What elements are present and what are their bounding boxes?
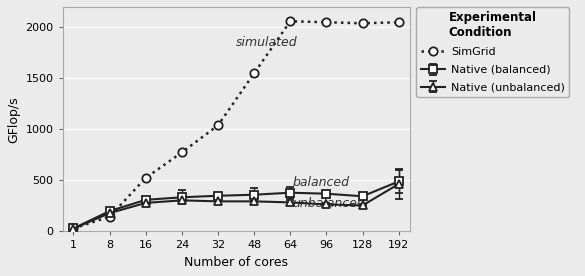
Y-axis label: GFlop/s: GFlop/s (7, 96, 20, 142)
SimGrid (178, 151, 185, 154)
SimGrid (287, 20, 294, 23)
Text: unbalanced: unbalanced (292, 198, 365, 211)
SimGrid (359, 22, 366, 25)
Legend: SimGrid, Native (balanced), Native (unbalanced): SimGrid, Native (balanced), Native (unba… (417, 7, 569, 97)
Line: SimGrid: SimGrid (70, 17, 403, 233)
Text: balanced: balanced (292, 176, 349, 189)
SimGrid (395, 21, 402, 24)
SimGrid (106, 215, 113, 218)
Text: simulated: simulated (236, 36, 298, 49)
SimGrid (250, 72, 257, 75)
X-axis label: Number of cores: Number of cores (184, 256, 288, 269)
SimGrid (215, 124, 222, 127)
SimGrid (70, 227, 77, 230)
SimGrid (142, 176, 149, 180)
SimGrid (323, 21, 330, 24)
